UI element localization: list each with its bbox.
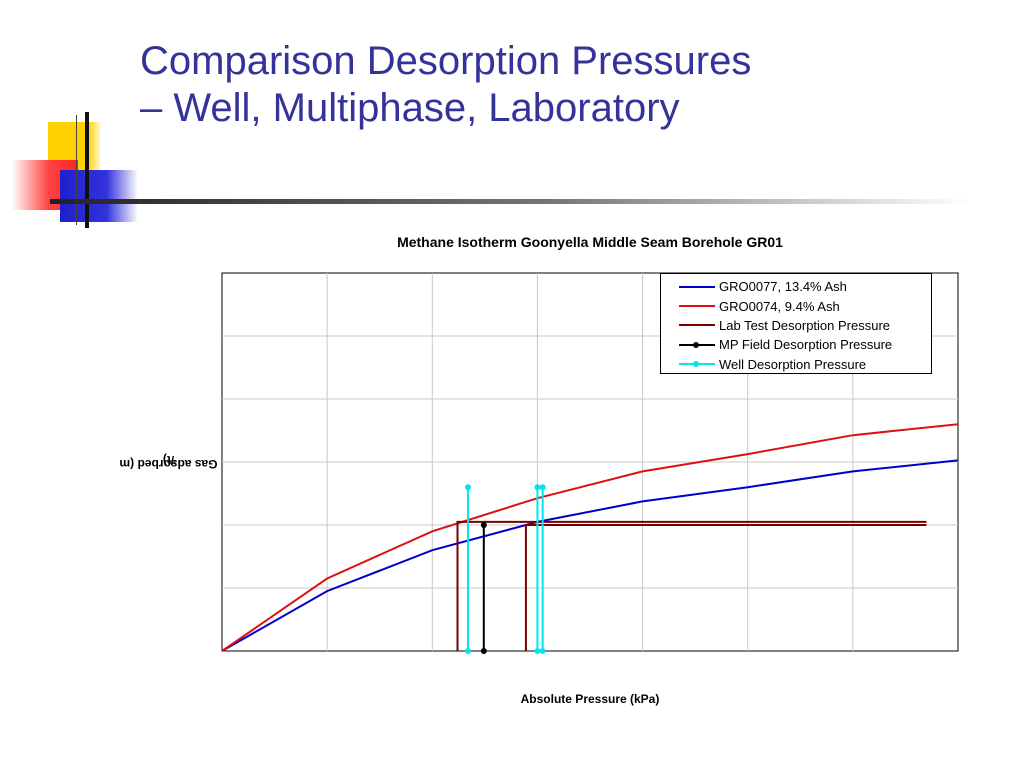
legend-swatch <box>679 282 715 292</box>
x-axis-label: Absolute Pressure (kPa) <box>520 692 660 706</box>
marker-point-4-1 <box>534 648 541 654</box>
legend-label: GRO0077, 13.4% Ash <box>719 279 847 295</box>
legend-swatch <box>679 359 715 369</box>
marker-point-4-1 <box>534 484 541 491</box>
legend-item: Lab Test Desorption Pressure <box>679 316 931 335</box>
legend-item: Well Desorption Pressure <box>679 355 931 374</box>
slide-title-line2: – Well, Multiphase, Laboratory <box>140 86 680 130</box>
marker-point-3-0 <box>480 648 487 654</box>
legend-swatch <box>679 301 715 311</box>
legend-label: Lab Test Desorption Pressure <box>719 317 891 333</box>
series-line-0 <box>221 459 959 652</box>
title-rule <box>50 199 970 204</box>
lab-desorption-line-0 <box>456 520 927 651</box>
legend-swatch <box>679 340 715 350</box>
marker-point-3-0 <box>480 522 487 528</box>
legend-label: MP Field Desorption Pressure <box>719 337 893 353</box>
legend-label: GRO0074, 9.4% Ash <box>719 298 840 314</box>
marker-point-4-2 <box>539 648 546 654</box>
legend-item: MP Field Desorption Pressure <box>679 335 931 354</box>
chart-title: Methane Isotherm Goonyella Middle Seam B… <box>397 234 783 250</box>
slide-title-line1: Comparison Desorption Pressures <box>140 39 752 83</box>
marker-point-4-0 <box>465 648 472 654</box>
marker-point-4-0 <box>465 484 472 491</box>
marker-point-4-2 <box>539 484 546 491</box>
legend-item: GRO0074, 9.4% Ash <box>679 296 931 315</box>
decorative-blocks <box>12 112 138 228</box>
legend-swatch <box>679 320 715 330</box>
series-line-1 <box>221 423 959 652</box>
lab-desorption-line-1 <box>524 524 927 651</box>
legend-item: GRO0077, 13.4% Ash <box>679 277 931 296</box>
slide-title: Comparison Desorption Pressures – Well, … <box>140 38 1000 132</box>
chart-legend: GRO0077, 13.4% Ash GRO0074, 9.4% Ash Lab T… <box>660 273 932 374</box>
legend-label: Well Desorption Pressure <box>719 356 867 372</box>
